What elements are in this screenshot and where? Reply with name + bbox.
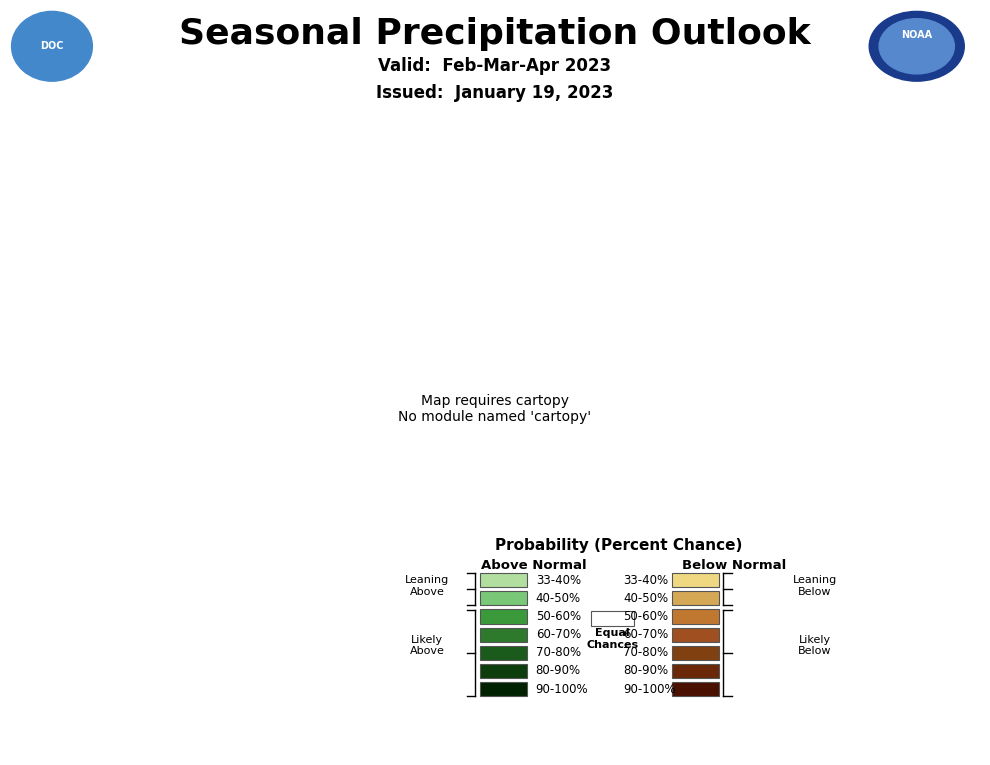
Text: 70-80%: 70-80% xyxy=(536,646,581,659)
Circle shape xyxy=(869,11,964,81)
Text: Above Normal: Above Normal xyxy=(481,558,586,571)
Text: DOC: DOC xyxy=(41,41,63,51)
Bar xyxy=(480,591,528,605)
Text: 40-50%: 40-50% xyxy=(536,592,581,605)
Text: Likely
Below: Likely Below xyxy=(798,635,832,656)
Text: Seasonal Precipitation Outlook: Seasonal Precipitation Outlook xyxy=(179,17,811,50)
Text: Issued:  January 19, 2023: Issued: January 19, 2023 xyxy=(376,84,614,103)
Text: Leaning
Above: Leaning Above xyxy=(405,575,449,597)
Text: 40-50%: 40-50% xyxy=(623,592,668,605)
Text: 33-40%: 33-40% xyxy=(623,574,668,587)
Bar xyxy=(672,591,719,605)
Text: 60-70%: 60-70% xyxy=(623,628,668,641)
Text: 50-60%: 50-60% xyxy=(623,610,668,623)
Bar xyxy=(480,682,528,696)
Text: NOAA: NOAA xyxy=(901,31,933,41)
Text: Likely
Above: Likely Above xyxy=(410,635,445,656)
Circle shape xyxy=(12,11,92,81)
Bar xyxy=(672,664,719,678)
Text: Probability (Percent Chance): Probability (Percent Chance) xyxy=(495,538,742,553)
Bar xyxy=(480,664,528,678)
Bar xyxy=(672,627,719,642)
Bar xyxy=(672,682,719,696)
Text: Valid:  Feb-Mar-Apr 2023: Valid: Feb-Mar-Apr 2023 xyxy=(378,57,612,75)
Bar xyxy=(480,610,528,623)
Text: 80-90%: 80-90% xyxy=(623,665,668,678)
Text: 70-80%: 70-80% xyxy=(623,646,668,659)
Bar xyxy=(672,610,719,623)
Circle shape xyxy=(879,18,954,74)
Text: Below Normal: Below Normal xyxy=(681,558,786,571)
Text: 90-100%: 90-100% xyxy=(536,682,588,695)
Text: Map requires cartopy
No module named 'cartopy': Map requires cartopy No module named 'ca… xyxy=(398,394,592,425)
Text: Leaning
Below: Leaning Below xyxy=(792,575,837,597)
Text: 60-70%: 60-70% xyxy=(536,628,581,641)
Bar xyxy=(480,646,528,660)
Bar xyxy=(480,573,528,588)
Bar xyxy=(672,573,719,588)
Bar xyxy=(480,627,528,642)
Text: 33-40%: 33-40% xyxy=(536,574,581,587)
Text: 80-90%: 80-90% xyxy=(536,665,581,678)
Text: Equal
Chances: Equal Chances xyxy=(586,628,639,649)
Bar xyxy=(672,646,719,660)
Text: 50-60%: 50-60% xyxy=(536,610,581,623)
Bar xyxy=(591,611,634,626)
Text: 90-100%: 90-100% xyxy=(623,682,675,695)
